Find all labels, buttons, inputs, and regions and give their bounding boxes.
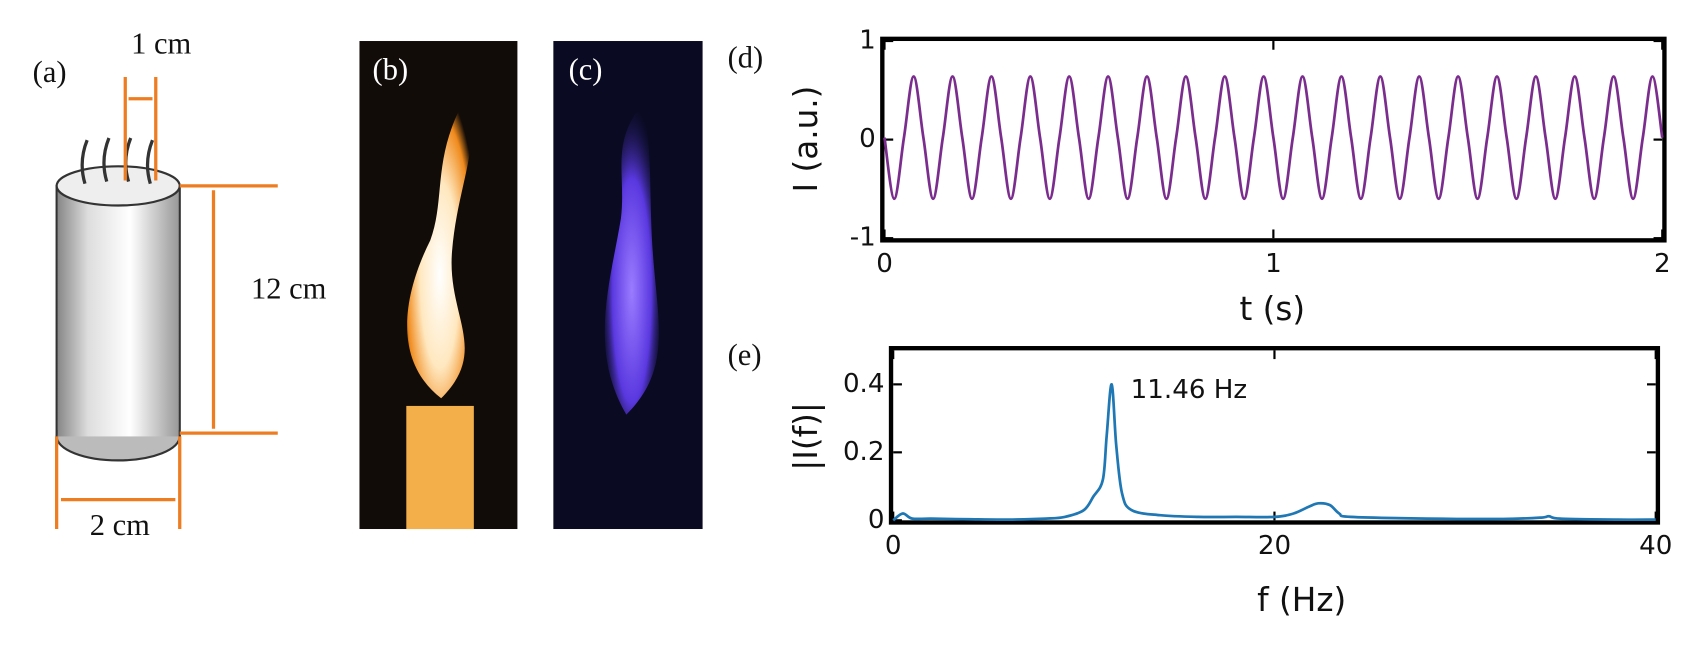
candle-sketch [55,137,181,462]
panel-label: (b) [373,53,409,87]
y-axis-label: I (a.u.) [787,86,825,193]
data-line [892,382,1656,522]
panel-label: (e) [728,338,762,372]
x-axis-label: f (Hz) [1257,581,1346,619]
x-tick-label: 40 [1639,531,1672,561]
dimension-label: 1 cm [131,26,191,60]
x-tick-label: 1 [1265,249,1282,279]
dimension-lines [55,76,278,530]
data-line [883,75,1664,201]
dimension-label: 12 cm [251,272,327,306]
plot-frame [880,36,1667,243]
panel-label: (a) [33,55,67,89]
flame-photo [359,41,518,530]
annotation: 11.46 Hz [1131,375,1247,405]
y-tick-label: 0 [868,505,885,535]
y-tick-label: -1 [850,223,876,253]
plot-frame [888,346,1661,525]
x-tick-label: 0 [876,249,893,279]
y-axis-label: |I(f)| [787,402,825,471]
y-tick-label: 0.2 [843,437,885,467]
y-tick-label: 0 [859,124,876,154]
y-tick-label: 1 [859,26,876,56]
x-tick-label: 20 [1258,531,1291,561]
panel-label: (c) [569,53,603,87]
dimension-label: 2 cm [90,508,150,542]
y-tick-label: 0.4 [843,369,885,399]
flame-photo [553,41,703,530]
x-tick-label: 0 [885,531,902,561]
panel-label: (d) [728,41,764,75]
x-axis-label: t (s) [1239,290,1305,328]
x-tick-label: 2 [1654,249,1671,279]
